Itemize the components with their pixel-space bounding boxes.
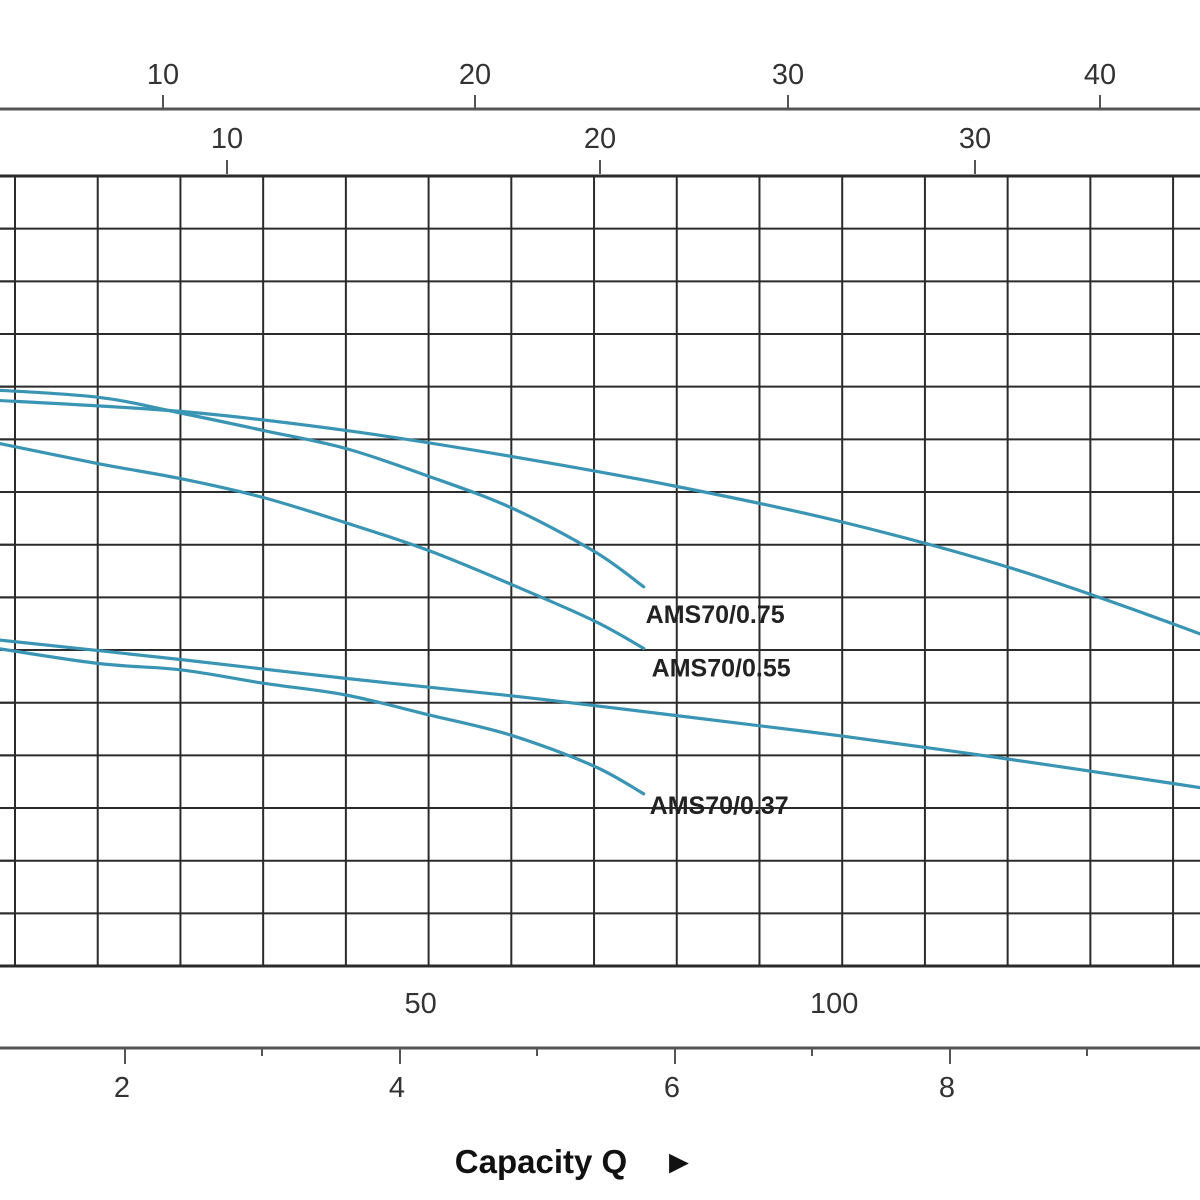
- series-line-ams70-lower-large-: [0, 638, 1200, 790]
- series-line-ams70-0-37: [0, 647, 646, 796]
- top-outer-tick-label: 40: [1084, 59, 1116, 91]
- top-outer-tick-label: 20: [459, 59, 491, 91]
- bottom-sub-tick-label: 4: [389, 1072, 405, 1104]
- series-line-ams70-0-55: [0, 441, 646, 650]
- bottom-main-tick-label: 50: [404, 988, 436, 1020]
- series-label: AMS70/0.55: [652, 654, 791, 682]
- series-label: AMS70/0.75: [646, 601, 785, 629]
- bottom-main-tick-label: 100: [810, 988, 858, 1020]
- bottom-sub-tick-label: 6: [664, 1072, 680, 1104]
- bottom-sub-tick-label: 8: [939, 1072, 955, 1104]
- series-line-ams70-0-75: [0, 388, 646, 589]
- x-axis-arrow: ►: [663, 1143, 696, 1180]
- top-inner-tick-label: 20: [584, 123, 616, 155]
- top-outer-tick-label: 30: [772, 59, 804, 91]
- series-line-ams70-upper-large-: [0, 398, 1200, 636]
- top-outer-tick-label: 10: [147, 59, 179, 91]
- x-axis-title: Capacity Q: [455, 1143, 627, 1180]
- bottom-sub-tick-label: 2: [114, 1072, 130, 1104]
- series-label: AMS70/0.37: [650, 792, 789, 820]
- top-inner-tick-label: 10: [211, 123, 243, 155]
- top-inner-tick-label: 30: [959, 123, 991, 155]
